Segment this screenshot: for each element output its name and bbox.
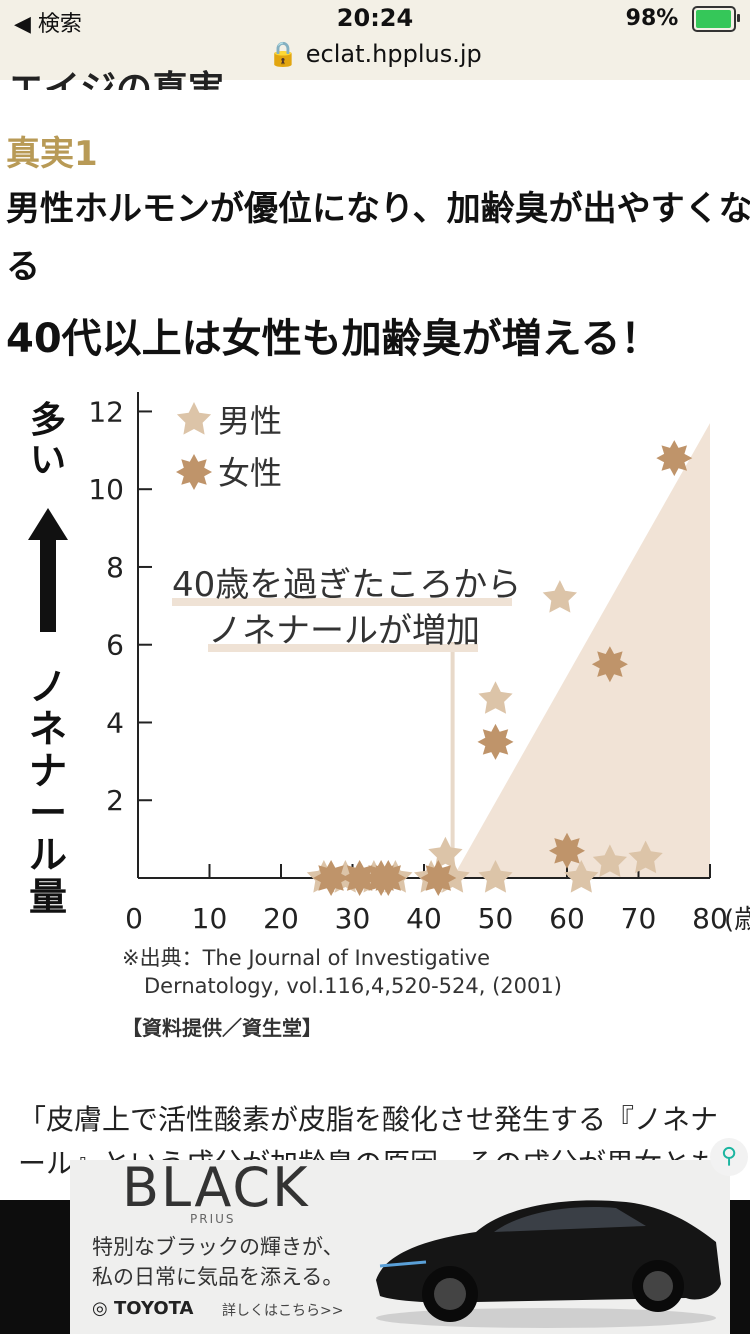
legend-label: 男性 [218,402,282,440]
annotation-text-2: ノネナールが増加 [208,611,480,651]
ad-copy-line-2: 私の日常に気品を添える。 [92,1265,344,1289]
source-note: ※出典：The Journal of Investigative Dernato… [122,944,562,1000]
y-axis-title-char: ナ [29,749,67,793]
y-axis-title-char: 量 [29,875,67,919]
male-data-point [542,580,577,613]
x-tick-label: 40 [406,902,442,935]
status-bar: ◀ 検索 20:24 98% 🔒 eclat.hpplus.jp [0,0,750,80]
tick-marks: 2 4 6 8 10 12 0 10 20 30 40 50 60 70 80(歳 [88,395,750,935]
y-tick-label: 4 [106,706,124,739]
legend-female-icon [176,454,212,490]
ad-copy-line-1: 特別なブラックの輝きが、 [92,1235,344,1259]
female-data-point [341,860,378,896]
female-data-point [549,832,585,869]
ad-more-link[interactable]: 詳しくはこちら>> [222,1303,344,1319]
battery-percent: 98% [625,6,679,31]
annotation-underline-2 [208,644,478,652]
toyota-logo: ◎ TOYOTA [92,1298,193,1319]
ad-info-icon[interactable]: ⚲ [710,1138,748,1176]
back-to-search-link[interactable]: ◀ 検索 [14,12,82,37]
chart-headline: 40代以上は女性も加齢臭が増える！ [6,316,661,362]
male-data-point [628,840,663,874]
y-axis-title-top: 多 [30,400,66,441]
legend-label: 女性 [218,454,282,492]
battery-indicator: 98% [625,6,740,32]
clock: 20:24 [336,4,414,32]
male-data-point [428,836,463,870]
y-tick-label: 12 [88,395,124,428]
data-points [306,440,693,896]
x-tick-label: 20 [263,902,299,935]
female-data-point [591,646,628,683]
truth-label: 真実1 [6,134,98,174]
ad-copy: 特別なブラックの輝きが、 私の日常に気品を添える。 [92,1232,344,1292]
female-data-point [370,860,407,896]
x-tick-label: 10 [192,902,228,935]
annotation-underline-1 [172,598,512,606]
toyota-emblem-icon: ◎ [92,1298,108,1319]
source-line-1: ※出典：The Journal of Investigative [122,946,491,970]
truth-text: 男性ホルモンが優位になり、加齢臭が出やすくなる [6,189,750,287]
address-bar[interactable]: 🔒 eclat.hpplus.jp [0,40,750,68]
male-data-point [592,844,627,877]
ad-subtitle: PRIUS [190,1212,236,1226]
x-tick-label: 0 [125,902,143,935]
legend-male-icon [176,402,212,435]
x-unit-label: (歳 [724,905,750,935]
y-tick-label: 10 [88,473,124,506]
female-data-point [477,723,514,760]
ad-title: BLACK [122,1160,310,1219]
source-line-2: Dernatology, vol.116,4,520-524, (2001) [144,974,562,998]
brand-name: TOYOTA [114,1298,194,1319]
male-data-point [564,860,599,893]
x-tick-label: 80 [692,902,728,935]
female-data-point [313,860,350,896]
male-data-point [478,860,513,893]
y-axis-title-char: ノ [29,665,67,709]
nonenal-chart: 多 い ノネナール量 2 4 6 8 10 12 0 10 20 30 40 50 60 70 80 (歳 4… [0,380,750,1040]
y-tick-label: 8 [106,551,124,584]
x-tick-label: 70 [621,902,657,935]
y-axis-title-char: ー [29,791,67,835]
y-axis-title-char: ル [29,833,67,877]
x-tick-label: 30 [335,902,371,935]
y-axis-title-top2: い [30,440,66,481]
y-axis-arrow-icon [28,508,68,632]
y-tick-label: 6 [106,629,124,662]
car-image [376,1200,721,1328]
article-line-1: 「皮膚上で活性酸素が皮脂を酸化させ発生する『ノネナ [18,1103,719,1136]
y-axis-title-char: ネ [29,707,67,751]
female-data-point [420,860,457,896]
ad-banner[interactable]: BLACK PRIUS 特別なブラックの輝きが、 私の日常に気品を添える。 ◎ … [70,1160,730,1334]
female-data-point [656,440,693,477]
y-tick-label: 2 [106,784,124,817]
url-text: eclat.hpplus.jp [305,40,482,68]
x-tick-label: 60 [549,902,585,935]
battery-icon [692,6,740,32]
trend-area [452,423,710,878]
male-data-point [478,681,513,714]
credit-note: 【資料提供／資生堂】 [122,1016,322,1040]
annotation-text-1: 40歳を過ぎたころから [172,565,521,605]
section-heading-partial: エイジの真実 [8,69,225,90]
x-tick-label: 50 [478,902,514,935]
battery-fill [696,10,732,28]
lock-icon: 🔒 [268,40,299,68]
